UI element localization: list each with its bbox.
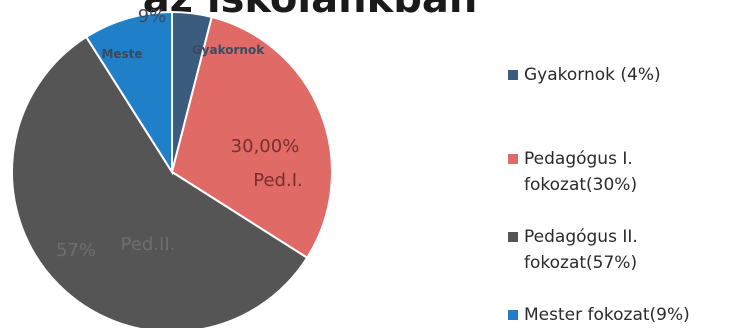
legend-label: Pedagógus I. fokozat(30%)	[524, 149, 638, 195]
data-label-name-0: Gyakornok	[192, 43, 265, 57]
data-label-name-2: Ped.II.	[121, 234, 176, 255]
legend-label: Pedagógus II. fokozat(57%)	[524, 227, 638, 273]
legend-swatch-pedagogus-1	[508, 154, 518, 164]
data-label-value-2: 57%	[56, 240, 96, 261]
legend-label: Mester fokozat(9%)	[524, 305, 690, 325]
legend-item-pedagogus-1: Pedagógus I. fokozat(30%)	[508, 146, 637, 198]
pie-data-labels: Gyakornok 30,00% Ped.I. 57% Ped.II. 9% Meste	[56, 6, 303, 261]
legend-item-mester: Mester fokozat(9%)	[508, 302, 690, 328]
data-label-name-1: Ped.I.	[253, 170, 302, 191]
legend-swatch-pedagogus-2	[508, 232, 518, 242]
pie-slice-3	[84, 10, 173, 176]
legend-swatch-gyakornok	[508, 70, 518, 80]
chart-title: az iskolánkban	[143, 0, 478, 22]
pie-slices	[11, 10, 333, 328]
legend-item-gyakornok: Gyakornok (4%)	[508, 62, 661, 88]
legend-item-pedagogus-2: Pedagógus II. fokozat(57%)	[508, 224, 638, 276]
legend-swatch-mester	[508, 310, 518, 320]
pie-slice-2	[11, 35, 309, 328]
data-label-value-1: 30,00%	[231, 136, 300, 157]
data-label-value-3: 9%	[138, 6, 167, 27]
pie-slice-1	[170, 15, 333, 260]
data-label-name-3: Meste	[101, 47, 142, 61]
legend-label: Gyakornok (4%)	[524, 65, 661, 85]
